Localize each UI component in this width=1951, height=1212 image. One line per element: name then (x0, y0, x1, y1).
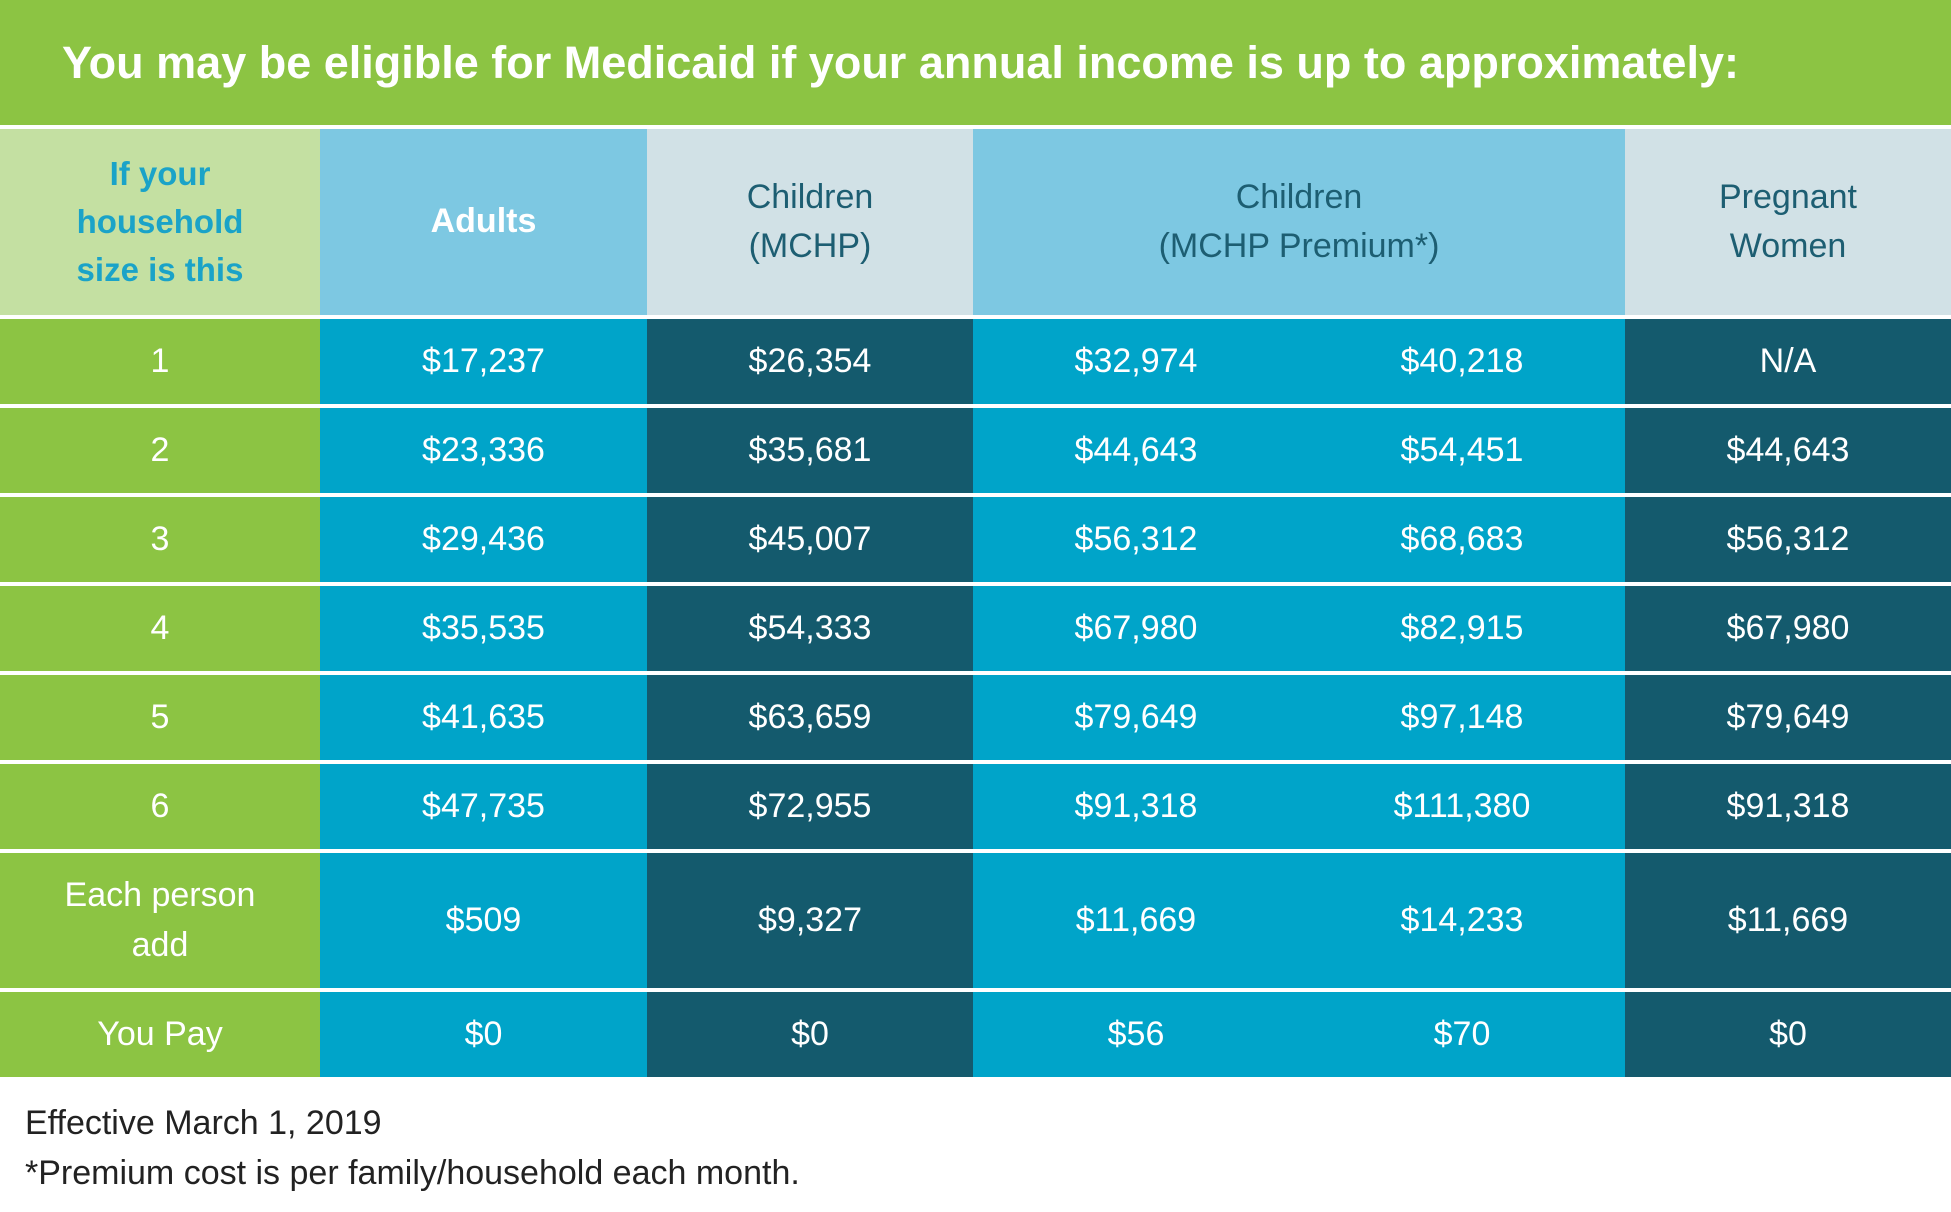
value-cell: $0 (320, 992, 647, 1077)
footnote: Effective March 1, 2019 (25, 1104, 382, 1142)
value-cell: $54,451 (1299, 408, 1625, 493)
value-cell: $35,535 (320, 586, 647, 671)
footnote: *Premium cost is per family/household ea… (25, 1154, 800, 1192)
value-cell: $35,681 (647, 408, 973, 493)
header-cell: Children (MCHP) (647, 129, 973, 315)
value-cell: $47,735 (320, 764, 647, 849)
value-cell: $79,649 (1625, 675, 1951, 760)
value-cell: $67,980 (973, 586, 1299, 671)
value-cell: $91,318 (1625, 764, 1951, 849)
value-cell: $29,436 (320, 497, 647, 582)
value-cell: $11,669 (1625, 853, 1951, 988)
value-cell: $56,312 (973, 497, 1299, 582)
value-cell: $44,643 (1625, 408, 1951, 493)
value-cell: $0 (1625, 992, 1951, 1077)
value-cell: N/A (1625, 319, 1951, 404)
row-label: 3 (0, 497, 320, 582)
footnotes: Effective March 1, 2019 *Premium cost is … (25, 1098, 800, 1198)
header-cell: Adults (320, 129, 647, 315)
value-cell: $17,237 (320, 319, 647, 404)
value-cell: $509 (320, 853, 647, 988)
title: You may be eligible for Medicaid if your… (0, 0, 1951, 125)
value-cell: $68,683 (1299, 497, 1625, 582)
header-cell: If your household size is this (0, 129, 320, 315)
value-cell: $23,336 (320, 408, 647, 493)
value-cell: $11,669 (973, 853, 1299, 988)
value-cell: $0 (647, 992, 973, 1077)
value-cell: $82,915 (1299, 586, 1625, 671)
value-cell: $56,312 (1625, 497, 1951, 582)
value-cell: $44,643 (973, 408, 1299, 493)
row-label: 4 (0, 586, 320, 671)
row-label: 2 (0, 408, 320, 493)
value-cell: $14,233 (1299, 853, 1625, 988)
row-label: You Pay (0, 992, 320, 1077)
header-cell: Children (MCHP Premium*) (973, 129, 1625, 315)
value-cell: $32,974 (973, 319, 1299, 404)
value-cell: $72,955 (647, 764, 973, 849)
value-cell: $63,659 (647, 675, 973, 760)
header-cell: Pregnant Women (1625, 129, 1951, 315)
value-cell: $41,635 (320, 675, 647, 760)
value-cell: $91,318 (973, 764, 1299, 849)
value-cell: $26,354 (647, 319, 973, 404)
value-cell: $54,333 (647, 586, 973, 671)
row-label: Each person add (0, 853, 320, 988)
value-cell: $56 (973, 992, 1299, 1077)
row-label: 5 (0, 675, 320, 760)
row-label: 6 (0, 764, 320, 849)
value-cell: $67,980 (1625, 586, 1951, 671)
value-cell: $40,218 (1299, 319, 1625, 404)
value-cell: $79,649 (973, 675, 1299, 760)
value-cell: $9,327 (647, 853, 973, 988)
row-label: 1 (0, 319, 320, 404)
value-cell: $111,380 (1299, 764, 1625, 849)
value-cell: $97,148 (1299, 675, 1625, 760)
value-cell: $45,007 (647, 497, 973, 582)
eligibility-table: If your household size is this Adults Chil… (0, 129, 1951, 1077)
value-cell: $70 (1299, 992, 1625, 1077)
